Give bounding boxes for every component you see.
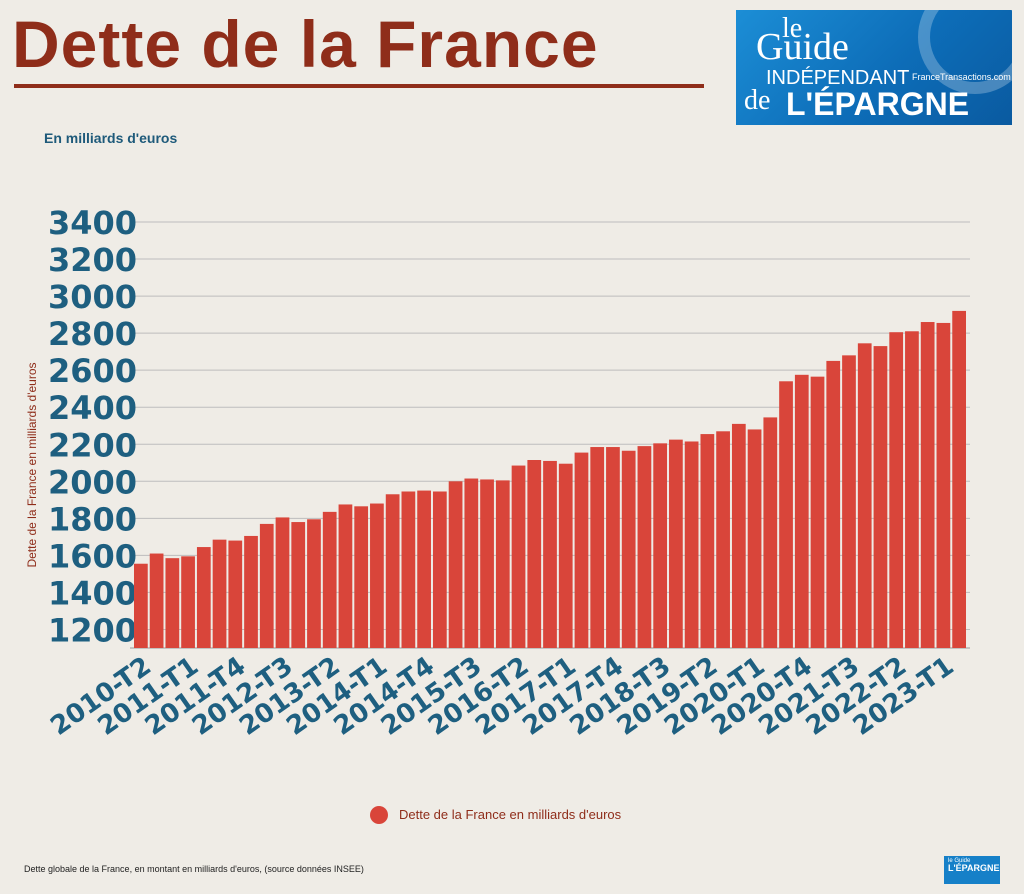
debt-bar [259, 523, 274, 648]
debt-bar [134, 563, 148, 648]
debt-bar [842, 355, 856, 648]
debt-bar-chart: 1200140016001800200022002400260028003000… [25, 204, 970, 742]
y-tick-label: 3400 [48, 204, 137, 242]
chart-subtitle: En milliards d'euros [44, 130, 178, 146]
y-tick-label: 3200 [48, 241, 137, 279]
debt-bar [763, 417, 778, 648]
debt-bar [165, 558, 180, 648]
debt-bar [794, 374, 809, 648]
debt-bar [385, 494, 400, 648]
debt-bar [716, 431, 730, 648]
debt-bar [952, 310, 966, 648]
title-underline [14, 84, 704, 88]
y-tick-label: 3000 [48, 278, 137, 316]
y-tick-label: 2600 [48, 352, 137, 390]
debt-bar [653, 443, 668, 648]
debt-bar [857, 343, 872, 648]
debt-bar [480, 479, 494, 648]
debt-bar [558, 463, 573, 648]
logo-text-le: le [782, 13, 803, 44]
footnote: Dette globale de la France, en montant e… [24, 864, 364, 874]
y-tick-label: 1200 [48, 611, 137, 649]
debt-bar [401, 491, 416, 648]
debt-bar [684, 441, 699, 648]
debt-bar [606, 447, 620, 648]
logo-text-guide: Guide [756, 26, 849, 68]
logo-text-epargne: L'ÉPARGNE [786, 86, 970, 122]
debt-bar [149, 553, 164, 648]
debt-bar [370, 503, 384, 648]
y-tick-label: 2800 [48, 315, 137, 353]
y-tick-label: 1400 [48, 574, 137, 612]
guide-epargne-logo: le Guide INDÉPENDANT FranceTransactions.… [736, 10, 1012, 125]
debt-bar [731, 423, 746, 648]
y-tick-label: 2400 [48, 389, 137, 427]
small-logo-line2: L'ÉPARGNE [948, 863, 1000, 873]
y-tick-label: 2200 [48, 426, 137, 464]
debt-bar [637, 446, 652, 648]
debt-bar [920, 322, 935, 648]
debt-bar [464, 478, 479, 648]
debt-bar [527, 460, 542, 648]
debt-bar [889, 332, 904, 648]
debt-bar [873, 346, 888, 648]
debt-bar [700, 434, 715, 648]
debt-bar [228, 540, 243, 648]
logo-text-independant: INDÉPENDANT [766, 67, 910, 89]
debt-bar [212, 539, 227, 648]
debt-bar [448, 481, 463, 648]
y-tick-label: 1800 [48, 500, 137, 538]
debt-bar [417, 490, 431, 648]
debt-bar [244, 535, 258, 648]
y-tick-label: 2000 [48, 463, 137, 501]
legend-label: Dette de la France en milliards d'euros [399, 807, 622, 822]
debt-bar [905, 331, 919, 648]
debt-bar [291, 522, 306, 648]
debt-bar [322, 511, 337, 648]
debt-bar [275, 517, 290, 648]
debt-bar [307, 519, 321, 648]
debt-bar [543, 460, 557, 648]
page-title: Dette de la France [12, 7, 599, 81]
debt-bar [495, 480, 510, 648]
debt-bar [936, 322, 951, 648]
debt-bar [747, 429, 762, 648]
logo-text-de: de [744, 85, 771, 116]
debt-bar [810, 376, 825, 648]
debt-bar [338, 504, 353, 648]
debt-bar [181, 556, 195, 648]
y-axis-label: Dette de la France en milliards d'euros [25, 362, 39, 567]
small-logo-line1: le Guide [948, 858, 971, 864]
debt-bar [574, 452, 589, 648]
debt-bar [511, 465, 526, 648]
logo-site: FranceTransactions.com [912, 72, 1011, 82]
debt-bar [196, 547, 211, 648]
debt-bar [621, 450, 636, 648]
legend-marker [370, 806, 388, 824]
small-guide-logo: le Guide L'ÉPARGNE [944, 856, 1000, 884]
debt-bar [432, 491, 447, 648]
debt-bar [590, 447, 605, 648]
debt-bar [669, 439, 683, 648]
debt-bar [826, 360, 841, 648]
debt-bar [354, 506, 369, 648]
debt-bar [779, 381, 793, 648]
y-tick-label: 1600 [48, 537, 137, 575]
